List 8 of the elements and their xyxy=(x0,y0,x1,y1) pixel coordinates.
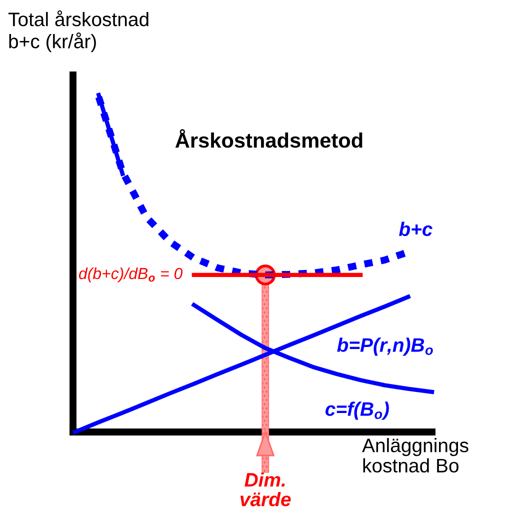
x-axis-title: Anläggnings kostnad Bo xyxy=(362,438,468,473)
series-label: c=f(B$_{o}$) xyxy=(325,402,389,420)
annotation: d(b+c)/dB$_{o}$ = 0 xyxy=(79,267,183,282)
text: Årskostnadsmetod xyxy=(175,129,362,148)
y-axis-title: Total årskostnad b+c (kr/år) xyxy=(8,10,148,52)
text: Dim. värde xyxy=(240,472,291,506)
series-label: b+c xyxy=(399,222,432,236)
series-label: b=P(r,n)B$_{o}$ xyxy=(337,338,433,356)
